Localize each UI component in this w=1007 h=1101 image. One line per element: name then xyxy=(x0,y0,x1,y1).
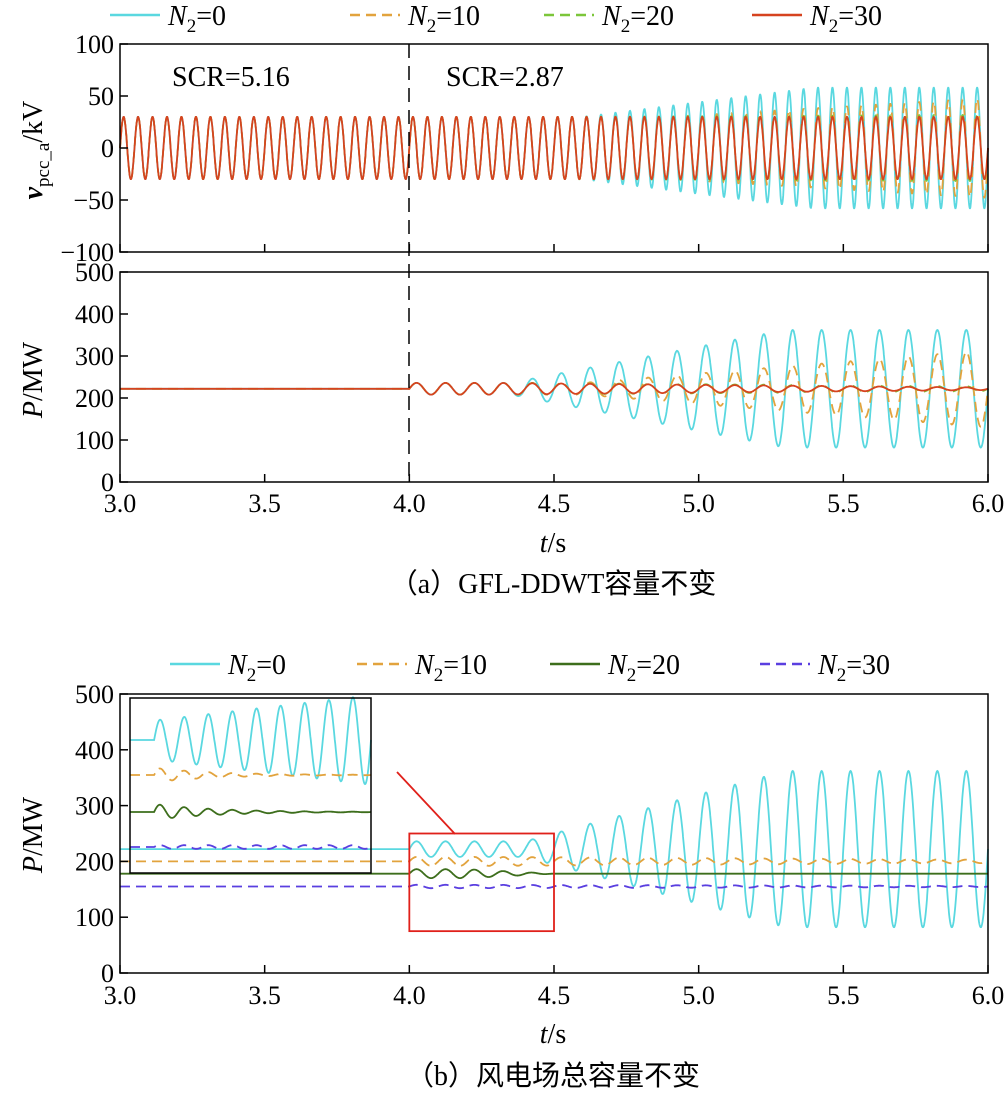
xtick-label: 5.0 xyxy=(682,981,715,1010)
zoom-box xyxy=(408,832,555,933)
legend-b-label-0: N2=0 xyxy=(227,650,286,686)
ytick-label: 400 xyxy=(75,300,114,329)
xlabel-a: t/s xyxy=(540,528,566,559)
subplot-a1-ylabel: vpcc_a/kV xyxy=(18,101,54,200)
inset-series-0 xyxy=(130,696,372,786)
ytick-label: 400 xyxy=(75,736,114,765)
legend-b-label-3: N2=30 xyxy=(817,650,890,686)
subplot-a2-ylabel: P/MW xyxy=(18,341,49,419)
xticks-a: 3.0 3.5 4.0 4.5 5.0 5.5 6.0 xyxy=(104,244,1005,518)
series-a2-series-3 xyxy=(120,381,988,396)
ytick-label: 500 xyxy=(75,680,114,709)
legend-a: N2=0 N2=10 N2=20 N2=30 xyxy=(110,1,882,37)
subplot-a2-series xyxy=(120,329,989,449)
caption-a: （a）GFL-DDWT容量不变 xyxy=(390,568,717,600)
legend-a-label-1: N2=10 xyxy=(407,1,480,37)
ytick-label: 100 xyxy=(75,903,114,932)
inset-series-3 xyxy=(130,844,372,850)
ytick-label: 50 xyxy=(88,82,114,111)
xtick-label: 3.0 xyxy=(104,489,137,518)
xtick-label: 6.0 xyxy=(972,981,1005,1010)
inset-frame xyxy=(129,697,372,874)
xtick-label: 4.0 xyxy=(393,489,426,518)
xtick-label: 5.5 xyxy=(827,981,860,1010)
xtick-label: 5.0 xyxy=(682,489,715,518)
legend-a-label-0: N2=0 xyxy=(167,1,226,37)
annotation-scr-pre: SCR=5.16 xyxy=(172,62,290,93)
ytick-label: 200 xyxy=(75,384,114,413)
xtick-label: 3.5 xyxy=(248,489,281,518)
subplot-b-ylabel: P/MW xyxy=(18,796,49,874)
ytick-label: 0 xyxy=(101,468,114,497)
legend-a-label-2: N2=20 xyxy=(601,1,674,37)
ytick-label: 0 xyxy=(101,959,114,988)
subplot-b-yticks: 500 400 300 200 100 0 xyxy=(75,680,128,988)
ytick-label: 100 xyxy=(75,426,114,455)
xtick-label: 4.5 xyxy=(538,489,571,518)
inset-series-1 xyxy=(130,767,371,782)
subplot-a1-series xyxy=(119,86,989,210)
xlabel-b: t/s xyxy=(540,1019,566,1050)
inset-plot xyxy=(130,696,372,850)
legend-b: N2=0 N2=10 N2=20 N2=30 xyxy=(170,650,890,686)
caption-b: （b）风电场总容量不变 xyxy=(406,1060,700,1092)
figure-b: N2=0 N2=10 N2=20 N2=30 5004003002001000 … xyxy=(18,650,1004,1092)
ytick-label: 100 xyxy=(75,30,114,59)
legend-b-label-1: N2=10 xyxy=(414,650,487,686)
ytick-label: −100 xyxy=(60,238,114,267)
legend-b-label-2: N2=20 xyxy=(607,650,680,686)
xticks-b: 3.0 3.5 4.0 4.5 5.0 5.5 6.0 xyxy=(104,965,1005,1010)
ytick-label: 0 xyxy=(101,134,114,163)
ytick-label: 200 xyxy=(75,847,114,876)
subplot-a2-frame xyxy=(119,271,989,483)
series-a1-series-3 xyxy=(119,116,989,180)
xtick-label: 3.0 xyxy=(104,981,137,1010)
legend-a-label-3: N2=30 xyxy=(809,1,882,37)
ytick-label: 500 xyxy=(75,258,114,287)
xtick-label: 3.5 xyxy=(248,981,281,1010)
xtick-label: 6.0 xyxy=(972,489,1005,518)
ytick-label: 300 xyxy=(75,792,114,821)
subplot-a2-yticks: 500 400 300 200 100 0 xyxy=(75,258,128,497)
xtick-label: 4.0 xyxy=(393,981,426,1010)
zoom-connector xyxy=(396,771,456,835)
subplot-a1-yticks: 100 50 0 −50 −100 xyxy=(60,30,128,267)
xtick-label: 5.5 xyxy=(827,489,860,518)
xtick-label: 4.5 xyxy=(538,981,571,1010)
annotation-scr-post: SCR=2.87 xyxy=(446,62,564,93)
ytick-label: 300 xyxy=(75,342,114,371)
inset-series-2 xyxy=(130,803,371,819)
ytick-label: −50 xyxy=(73,186,114,215)
